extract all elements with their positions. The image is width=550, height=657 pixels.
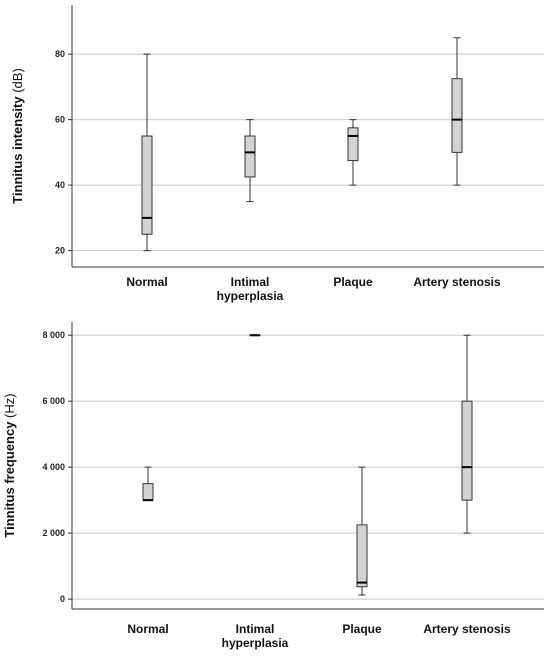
y-tick-label: 60 xyxy=(55,115,65,125)
box-iqr xyxy=(461,400,473,501)
category-label-line: Artery stenosis xyxy=(423,622,511,636)
y-tick-label: 8 000 xyxy=(42,330,65,340)
category-label-line: Normal xyxy=(127,622,168,636)
y-tick-label: 4 000 xyxy=(42,462,65,472)
y-axis-label: Tinnitus frequency (Hz) xyxy=(2,393,17,537)
y-axis-unit: (Hz) xyxy=(2,393,17,418)
y-tick-label: 40 xyxy=(55,180,65,190)
y-axis-label-text: Tinnitus intensity xyxy=(10,93,25,204)
box-iqr xyxy=(451,78,463,153)
category-label: Normal xyxy=(126,275,167,289)
box-3 xyxy=(356,466,368,596)
y-axis-label: Tinnitus intensity (dB) xyxy=(10,68,25,204)
box-3 xyxy=(347,119,359,186)
y-tick-label: 2 000 xyxy=(42,528,65,538)
category-label-line: hyperplasia xyxy=(222,636,289,650)
y-tick-label: 80 xyxy=(55,49,65,59)
box-iqr xyxy=(142,483,154,501)
category-label: Intimal hyperplasia xyxy=(222,622,289,650)
category-label: Intimal hyperplasia xyxy=(217,275,284,303)
y-axis-label-text: Tinnitus frequency xyxy=(2,418,17,538)
box-iqr xyxy=(347,127,359,162)
box-4 xyxy=(451,37,463,186)
category-label: Plaque xyxy=(342,622,382,636)
category-label-line: Normal xyxy=(126,275,167,289)
chart-panel-1: 20 40 60 80 Tinnitus intensity (dB) Normal Int… xyxy=(10,5,544,303)
category-label: Plaque xyxy=(333,275,373,289)
category-label-line: Intimal xyxy=(231,275,270,289)
box-iqr xyxy=(356,524,368,588)
category-label-line: Artery stenosis xyxy=(413,275,501,289)
box-1 xyxy=(142,466,154,502)
category-label-line: Plaque xyxy=(333,275,373,289)
y-tick-label: 0 xyxy=(60,594,65,604)
box-2 xyxy=(249,334,261,337)
y-axis-unit: (dB) xyxy=(10,68,25,93)
box-1 xyxy=(141,53,153,252)
category-label: Artery stenosis xyxy=(423,622,511,636)
box-iqr xyxy=(244,135,256,178)
category-label-line: Plaque xyxy=(342,622,382,636)
category-label: Artery stenosis xyxy=(413,275,501,289)
y-tick-label: 20 xyxy=(55,246,65,256)
y-tick-label: 6 000 xyxy=(42,396,65,406)
box-4 xyxy=(461,334,473,534)
category-label-line: hyperplasia xyxy=(217,289,284,303)
chart-panel-2: 0 2 000 4 000 6 000 8 000 Tinnitus frequency … xyxy=(2,322,544,650)
category-label: Normal xyxy=(127,622,168,636)
box-iqr xyxy=(141,135,153,235)
category-label-line: Intimal xyxy=(236,622,275,636)
box-2 xyxy=(244,119,256,202)
